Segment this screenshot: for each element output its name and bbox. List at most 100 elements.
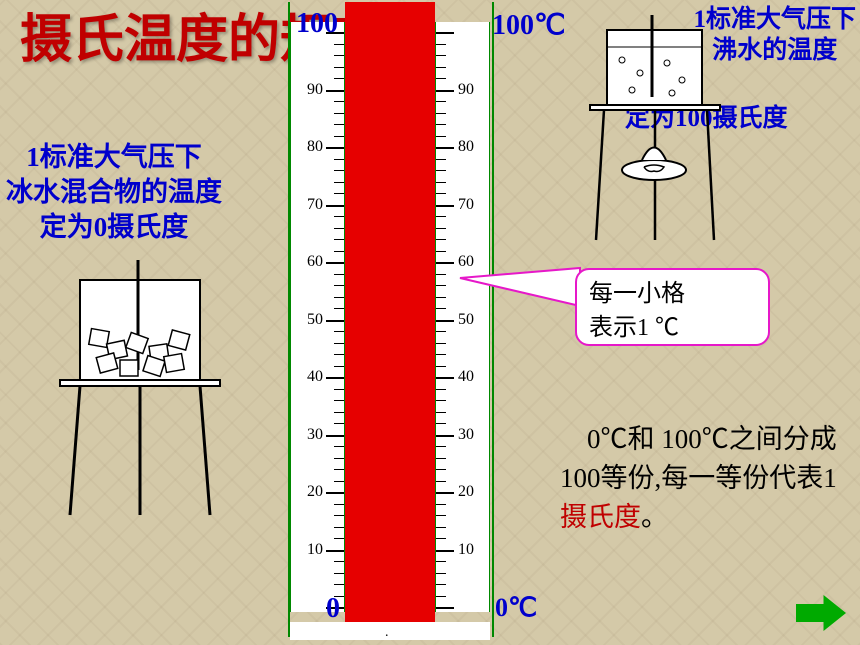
tick-major [436,320,454,322]
ice-beaker-diagram [50,260,230,520]
tick-minor [334,113,344,114]
label-100-left: 100 [296,8,338,40]
tick-major [436,377,454,379]
tick-minor [334,136,344,137]
tick-minor [436,170,446,171]
tick-minor [334,55,344,56]
ice-line1: 1标准大气压下 [6,140,222,175]
tick-label: 70 [458,196,474,214]
tick-label: 30 [295,426,323,444]
callout-box: 每一小格 表示1 ℃ [575,268,770,346]
tick-minor [436,481,446,482]
tick-minor [436,515,446,516]
tick-major [326,147,344,149]
tick-label: 40 [295,368,323,386]
tick-minor [436,308,446,309]
tick-minor [334,182,344,183]
tick-minor [436,44,446,45]
footer-dot: . [385,625,389,641]
tick-minor [334,469,344,470]
tick-major [326,320,344,322]
tick-major [326,550,344,552]
tick-minor [436,193,446,194]
tick-label: 60 [295,253,323,271]
tick-minor [436,136,446,137]
tick-minor [436,55,446,56]
tick-minor [334,251,344,252]
tick-minor [334,584,344,585]
tick-minor [436,274,446,275]
tick-minor [334,504,344,505]
tick-minor [436,423,446,424]
ice-water-definition: 1标准大气压下 冰水混合物的温度 定为0摄氏度 [6,140,222,245]
tick-minor [334,67,344,68]
tick-minor [334,297,344,298]
label-100c-right: 100℃ [492,8,565,42]
tick-major [326,90,344,92]
boiling-beaker-diagram [582,15,727,250]
tick-minor [334,193,344,194]
tick-minor [436,366,446,367]
tick-minor [436,469,446,470]
tick-minor [436,573,446,574]
tick-label: 10 [295,541,323,559]
scale-left: 102030405060708090 [290,22,345,612]
ice-line2: 冰水混合物的温度 [6,175,222,210]
explanation-text: 0℃和 100℃之间分成100等份,每一等份代表1摄氏度。 [560,420,855,537]
callout-line1: 每一小格 [589,278,756,312]
tick-minor [436,124,446,125]
tick-minor [436,78,446,79]
tick-minor [436,67,446,68]
tick-minor [436,182,446,183]
tick-minor [334,527,344,528]
tick-minor [436,228,446,229]
callout-pointer-line [460,268,590,318]
tick-minor [334,216,344,217]
thermometer-column [345,2,435,624]
tick-label: 70 [295,196,323,214]
divider-right [492,2,494,637]
tick-minor [436,251,446,252]
tick-minor [334,412,344,413]
tick-minor [334,366,344,367]
tick-minor [334,458,344,459]
tick-major [436,262,454,264]
tick-label: 30 [458,426,474,444]
tick-minor [436,527,446,528]
tick-minor [436,412,446,413]
label-0-left: 0 [326,593,340,625]
explain-post: 。 [641,502,668,532]
tick-minor [436,538,446,539]
tick-major [436,492,454,494]
explain-red: 摄氏度 [560,502,641,532]
tick-minor [436,504,446,505]
tick-label: 20 [458,483,474,501]
label-0c-right: 0℃ [495,593,537,623]
tick-major [326,262,344,264]
tick-label: 40 [458,368,474,386]
tick-minor [436,331,446,332]
tick-major [436,32,454,34]
tick-minor [436,354,446,355]
tick-minor [436,596,446,597]
tick-major [326,492,344,494]
tick-label: 90 [458,81,474,99]
tick-major [326,377,344,379]
callout-line2: 表示1 ℃ [589,312,756,346]
tick-major [326,205,344,207]
tick-minor [436,285,446,286]
tick-minor [436,159,446,160]
tick-major [436,90,454,92]
thermometer-base [290,622,490,640]
next-arrow-button[interactable] [796,595,846,631]
tick-major [436,435,454,437]
tick-minor [436,101,446,102]
tick-minor [436,389,446,390]
tick-minor [334,446,344,447]
tick-minor [334,343,344,344]
tick-major [436,607,454,609]
tick-minor [334,285,344,286]
tick-minor [334,308,344,309]
tick-minor [334,274,344,275]
tick-label: 10 [458,541,474,559]
